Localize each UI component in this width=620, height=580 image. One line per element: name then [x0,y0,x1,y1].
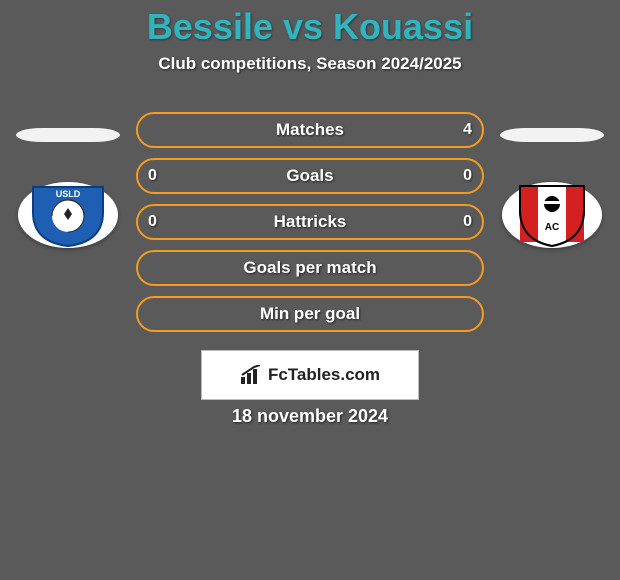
page-subtitle: Club competitions, Season 2024/2025 [0,54,620,74]
stat-label: Matches [276,120,344,140]
club-badge-left: USLD [18,182,118,248]
stat-right-value: 0 [463,160,472,192]
stat-row-hattricks: 0 Hattricks 0 [136,204,484,240]
chart-bars-icon [240,365,264,385]
stat-row-goals: 0 Goals 0 [136,158,484,194]
stat-row-matches: Matches 4 [136,112,484,148]
player-right: AC [492,128,612,248]
svg-text:AC: AC [545,222,559,233]
stats-block: Matches 4 0 Goals 0 0 Hattricks 0 Goals … [136,112,484,342]
watermark-text: FcTables.com [268,365,380,385]
stat-left-value: 0 [148,160,157,192]
club-logo-right: AC [512,182,592,248]
stat-left-value: 0 [148,206,157,238]
watermark-box: FcTables.com [201,350,419,400]
stat-right-value: 0 [463,206,472,238]
page-title: Bessile vs Kouassi [0,0,620,48]
avatar-silhouette-left [16,128,120,142]
date-text: 18 november 2024 [0,406,620,427]
stat-right-value: 4 [463,114,472,146]
player-left: USLD [8,128,128,248]
club-logo-left: USLD [28,182,108,248]
stat-label: Goals [286,166,333,186]
stat-label: Goals per match [243,258,376,278]
club-badge-right: AC [502,182,602,248]
stat-label: Hattricks [274,212,347,232]
svg-text:USLD: USLD [56,189,81,199]
stat-label: Min per goal [260,304,360,324]
avatar-silhouette-right [500,128,604,142]
stat-row-goals-per-match: Goals per match [136,250,484,286]
stat-row-min-per-goal: Min per goal [136,296,484,332]
